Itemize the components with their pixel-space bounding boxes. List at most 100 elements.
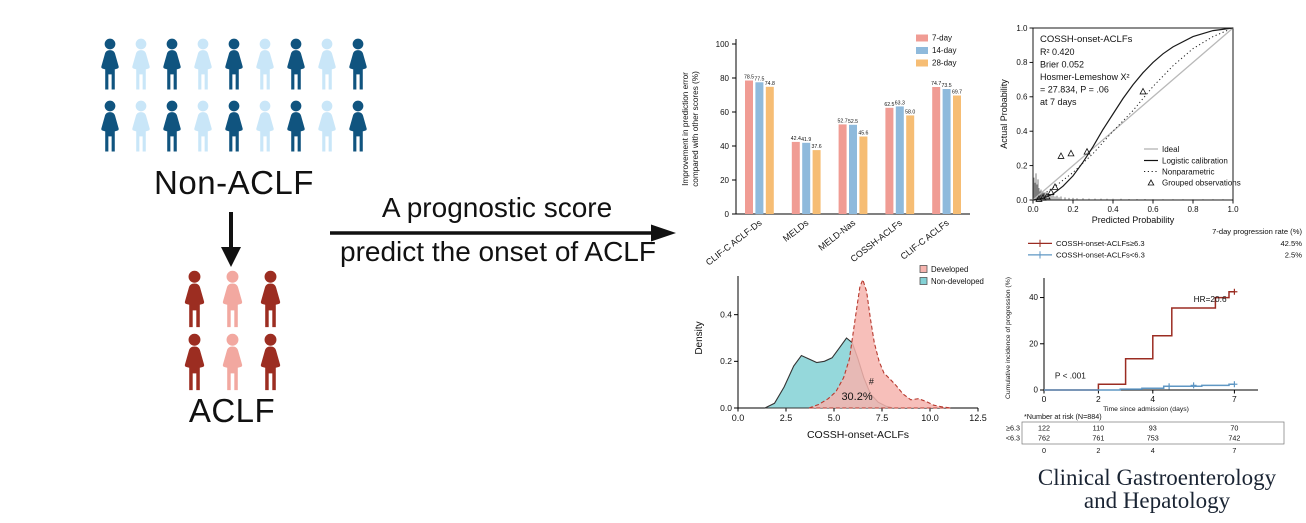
svg-text:62.5: 62.5 bbox=[884, 102, 894, 108]
svg-text:1.0: 1.0 bbox=[1227, 205, 1239, 214]
person-icon bbox=[222, 270, 243, 328]
svg-text:Ideal: Ideal bbox=[1162, 145, 1180, 154]
svg-text:2: 2 bbox=[1096, 394, 1101, 404]
svg-text:12.5: 12.5 bbox=[969, 413, 987, 423]
person-icon bbox=[287, 100, 305, 152]
svg-text:0.8: 0.8 bbox=[1016, 58, 1028, 67]
svg-text:0.6: 0.6 bbox=[1147, 205, 1159, 214]
svg-text:*Number at risk (N=884): *Number at risk (N=884) bbox=[1024, 412, 1102, 421]
down-arrow-icon bbox=[221, 212, 241, 267]
person-icon bbox=[225, 100, 243, 152]
svg-text:100: 100 bbox=[716, 40, 730, 49]
person-icon bbox=[225, 38, 243, 90]
svg-text:P < .001: P < .001 bbox=[1055, 370, 1086, 380]
svg-text:0.0: 0.0 bbox=[732, 413, 745, 423]
svg-text:≥6.3: ≥6.3 bbox=[1006, 424, 1020, 433]
svg-text:0.2: 0.2 bbox=[1067, 205, 1079, 214]
svg-text:0.0: 0.0 bbox=[1027, 205, 1039, 214]
person-icon bbox=[132, 38, 150, 90]
svg-text:2.5: 2.5 bbox=[780, 413, 793, 423]
aclf-label: ACLF bbox=[188, 392, 276, 429]
svg-text:MELDs: MELDs bbox=[781, 217, 811, 243]
svg-text:5.0: 5.0 bbox=[828, 413, 841, 423]
svg-text:52.5: 52.5 bbox=[848, 119, 858, 125]
calibration-plot: 0.0 0.2 0.4 0.6 0.8 1.0 0.0 0.2 0.4 0.6 0.8 1.0 Pred… bbox=[999, 24, 1241, 225]
journal-logo: Clinical Gastroenterology and Hepatology bbox=[1008, 466, 1306, 513]
risk-table: *Number at risk (N=884)≥6.3 122 110 93 70<6.… bbox=[1006, 412, 1285, 455]
svg-text:at 7 days: at 7 days bbox=[1040, 97, 1077, 107]
svg-text:58.0: 58.0 bbox=[905, 109, 915, 115]
svg-text:<6.3: <6.3 bbox=[1006, 434, 1020, 443]
svg-text:COSSH-onset-ACLFs: COSSH-onset-ACLFs bbox=[807, 429, 909, 441]
svg-text:10.0: 10.0 bbox=[921, 413, 939, 423]
svg-text:761: 761 bbox=[1092, 434, 1104, 443]
person-icon bbox=[101, 38, 119, 90]
svg-text:7: 7 bbox=[1232, 446, 1236, 455]
svg-text:0.6: 0.6 bbox=[1016, 93, 1028, 102]
svg-text:30.2%: 30.2% bbox=[841, 391, 872, 403]
svg-text:COSSH-onset-ACLFs≥6.3: COSSH-onset-ACLFs≥6.3 bbox=[1056, 239, 1145, 248]
km-curve bbox=[1044, 383, 1235, 391]
svg-text:93: 93 bbox=[1149, 424, 1157, 433]
svg-text:CLIF-C ACLFs: CLIF-C ACLFs bbox=[899, 217, 952, 261]
person-icon bbox=[163, 100, 181, 152]
svg-text:14-day: 14-day bbox=[932, 46, 956, 55]
svg-text:28-day: 28-day bbox=[932, 59, 956, 68]
svg-text:#: # bbox=[869, 377, 874, 387]
improvement-bar-chart: 0 20 40 60 80 100 Improvement in prediction er… bbox=[681, 34, 970, 267]
svg-text:4: 4 bbox=[1150, 394, 1155, 404]
svg-text:42.5%: 42.5% bbox=[1280, 239, 1302, 248]
person-icon bbox=[349, 100, 367, 152]
svg-text:Grouped observations: Grouped observations bbox=[1162, 179, 1241, 188]
calibration-legend: Ideal Logistic calibration Nonparametric Gr… bbox=[1144, 145, 1241, 188]
svg-text:MELD-Nas: MELD-Nas bbox=[816, 217, 857, 252]
person-icon bbox=[349, 38, 367, 90]
svg-text:0: 0 bbox=[1042, 446, 1046, 455]
density-plot: 0.0 0.2 0.4 0.0 2.5 5.0 7.5 10.0 12.5 Developed No… bbox=[694, 265, 987, 441]
svg-text:COSSH-onset-ACLFs: COSSH-onset-ACLFs bbox=[1040, 34, 1133, 45]
svg-text:42.4: 42.4 bbox=[791, 136, 801, 142]
logistic-calibration-line bbox=[1032, 27, 1234, 201]
svg-text:Logistic calibration: Logistic calibration bbox=[1162, 157, 1228, 166]
person-icon bbox=[222, 333, 243, 391]
svg-text:37.6: 37.6 bbox=[812, 144, 822, 150]
svg-text:40: 40 bbox=[1029, 293, 1038, 302]
person-icon bbox=[101, 100, 119, 152]
person-icon bbox=[318, 100, 336, 152]
svg-text:COSSH-onset-ACLFs<6.3: COSSH-onset-ACLFs<6.3 bbox=[1056, 251, 1145, 260]
cumulative-incidence-plot: 7-day progression rate (%) COSSH-onset-AC… bbox=[1005, 227, 1302, 455]
svg-text:762: 762 bbox=[1038, 434, 1050, 443]
svg-text:1.0: 1.0 bbox=[1016, 24, 1028, 33]
svg-text:Actual Probability: Actual Probability bbox=[999, 79, 1009, 149]
svg-text:Improvement in prediction erro: Improvement in prediction error bbox=[681, 72, 690, 186]
non-aclf-label: Non-ACLF bbox=[154, 164, 314, 201]
svg-text:Predicted Probability: Predicted Probability bbox=[1092, 215, 1175, 225]
svg-text:HR=20.6: HR=20.6 bbox=[1194, 294, 1227, 304]
journal-line2: and Hepatology bbox=[1083, 488, 1231, 514]
svg-text:7-day progression rate (%): 7-day progression rate (%) bbox=[1212, 227, 1302, 236]
km-curve bbox=[1044, 291, 1235, 391]
svg-text:70: 70 bbox=[1230, 424, 1238, 433]
svg-text:7: 7 bbox=[1232, 394, 1237, 404]
svg-text:41.9: 41.9 bbox=[801, 137, 811, 143]
svg-text:4: 4 bbox=[1151, 446, 1155, 455]
svg-text:20: 20 bbox=[720, 176, 729, 185]
density-legend: Developed Non-developed bbox=[919, 265, 984, 286]
svg-text:= 27.834, P = .06: = 27.834, P = .06 bbox=[1040, 85, 1109, 95]
non-aclf-population-icons bbox=[101, 38, 367, 152]
svg-text:77.5: 77.5 bbox=[754, 76, 764, 82]
svg-text:R² 0.420: R² 0.420 bbox=[1040, 47, 1075, 57]
person-icon bbox=[260, 333, 281, 391]
svg-text:7-day: 7-day bbox=[932, 34, 952, 43]
person-icon bbox=[256, 38, 274, 90]
svg-text:0: 0 bbox=[1034, 386, 1039, 395]
svg-text:74.8: 74.8 bbox=[765, 81, 775, 87]
svg-text:0: 0 bbox=[725, 210, 730, 219]
svg-text:Hosmer-Lemeshow X²: Hosmer-Lemeshow X² bbox=[1040, 72, 1130, 82]
svg-text:20: 20 bbox=[1029, 339, 1038, 348]
bar-series: 78.5 42.4 52.7 62.5 74.7 77.5 41.9 52.5 63.3 73.5… bbox=[744, 75, 962, 215]
svg-text:0.4: 0.4 bbox=[1107, 205, 1119, 214]
density-area bbox=[808, 278, 952, 409]
svg-text:0.8: 0.8 bbox=[1187, 205, 1199, 214]
svg-text:52.7: 52.7 bbox=[838, 118, 848, 124]
